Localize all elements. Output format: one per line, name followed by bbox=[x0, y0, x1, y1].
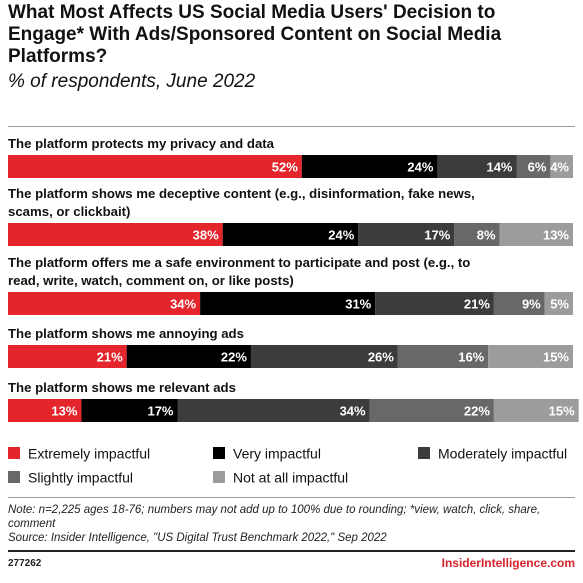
legend-swatch bbox=[8, 447, 20, 459]
bar-segment bbox=[8, 399, 82, 422]
bar-segment bbox=[375, 292, 494, 315]
legend-label: Moderately impactful bbox=[438, 446, 567, 462]
category-label: The platform shows me relevant ads bbox=[8, 380, 236, 395]
bar-segment bbox=[301, 155, 438, 178]
bar-segment bbox=[200, 292, 376, 315]
bar-segment bbox=[488, 345, 573, 368]
chart-subtitle: % of respondents, June 2022 bbox=[8, 71, 256, 92]
bar-segment bbox=[397, 345, 489, 368]
category-label: read, write, watch, comment on, or like … bbox=[8, 273, 294, 288]
category-label: The platform shows me annoying ads bbox=[8, 326, 244, 341]
data-label: 26% bbox=[368, 350, 394, 365]
data-label: 9% bbox=[522, 297, 541, 312]
legend-label: Very impactful bbox=[233, 446, 321, 462]
bar-segment bbox=[126, 345, 251, 368]
bar-segment bbox=[81, 399, 178, 422]
legend-swatch bbox=[8, 471, 20, 483]
data-label: 21% bbox=[97, 350, 123, 365]
bar-segment bbox=[8, 155, 302, 178]
bar-segment bbox=[358, 223, 455, 246]
bar-segment bbox=[550, 155, 573, 178]
data-label: 15% bbox=[543, 350, 569, 365]
bar-segment bbox=[222, 223, 359, 246]
legend-swatch bbox=[213, 471, 225, 483]
category-label: The platform shows me deceptive content … bbox=[8, 186, 475, 201]
category-label: scams, or clickbait) bbox=[8, 204, 130, 219]
bottom-divider bbox=[8, 497, 575, 498]
legend-label: Slightly impactful bbox=[28, 470, 133, 486]
bar-segment bbox=[544, 292, 573, 315]
legend-label: Extremely impactful bbox=[28, 446, 150, 462]
bar-segment bbox=[177, 399, 370, 422]
data-label: 13% bbox=[51, 404, 77, 419]
category-label: The platform protects my privacy and dat… bbox=[8, 136, 275, 151]
top-divider bbox=[8, 126, 575, 127]
source-text: Source: Insider Intelligence, "US Digita… bbox=[8, 532, 387, 544]
data-label: 34% bbox=[340, 404, 366, 419]
data-label: 22% bbox=[464, 404, 490, 419]
data-label: 17% bbox=[147, 404, 173, 419]
data-label: 8% bbox=[477, 228, 496, 243]
data-label: 31% bbox=[345, 297, 371, 312]
data-label: 17% bbox=[424, 228, 450, 243]
data-label: 24% bbox=[407, 160, 433, 175]
bar-segment bbox=[369, 399, 494, 422]
notes: Note: n=2,225 ages 18-76; numbers may no… bbox=[8, 503, 578, 545]
data-label: 21% bbox=[464, 297, 490, 312]
data-label: 6% bbox=[528, 160, 547, 175]
chart-title: What Most Affects US Social Media Users'… bbox=[8, 2, 502, 67]
data-label: 22% bbox=[221, 350, 247, 365]
category-label: The platform offers me a safe environmen… bbox=[8, 255, 470, 270]
legend-swatch bbox=[213, 447, 225, 459]
data-label: 34% bbox=[170, 297, 196, 312]
footer-divider bbox=[8, 550, 575, 552]
bar-segment bbox=[8, 292, 201, 315]
data-label: 16% bbox=[458, 350, 484, 365]
brand-logo-text: InsiderIntelligence.com bbox=[441, 556, 575, 570]
legend-swatch bbox=[418, 447, 430, 459]
data-label: 5% bbox=[550, 297, 569, 312]
bar-segment bbox=[499, 223, 573, 246]
legend-label: Not at all impactful bbox=[233, 470, 348, 486]
data-label: 38% bbox=[193, 228, 219, 243]
data-label: 13% bbox=[543, 228, 569, 243]
bar-segment bbox=[516, 155, 551, 178]
bar-segment bbox=[493, 292, 545, 315]
data-label: 52% bbox=[272, 160, 298, 175]
bar-segment bbox=[454, 223, 500, 246]
data-label: 14% bbox=[486, 160, 512, 175]
bar-segment bbox=[8, 345, 127, 368]
note-text: Note: n=2,225 ages 18-76; numbers may no… bbox=[8, 504, 541, 530]
bar-segment bbox=[493, 399, 579, 422]
bar-segment bbox=[250, 345, 398, 368]
bar-segment bbox=[8, 223, 223, 246]
data-label: 24% bbox=[328, 228, 354, 243]
chart-id: 277262 bbox=[8, 558, 42, 569]
bar-segment bbox=[437, 155, 517, 178]
data-label: 4% bbox=[550, 160, 569, 175]
data-label: 15% bbox=[549, 404, 575, 419]
